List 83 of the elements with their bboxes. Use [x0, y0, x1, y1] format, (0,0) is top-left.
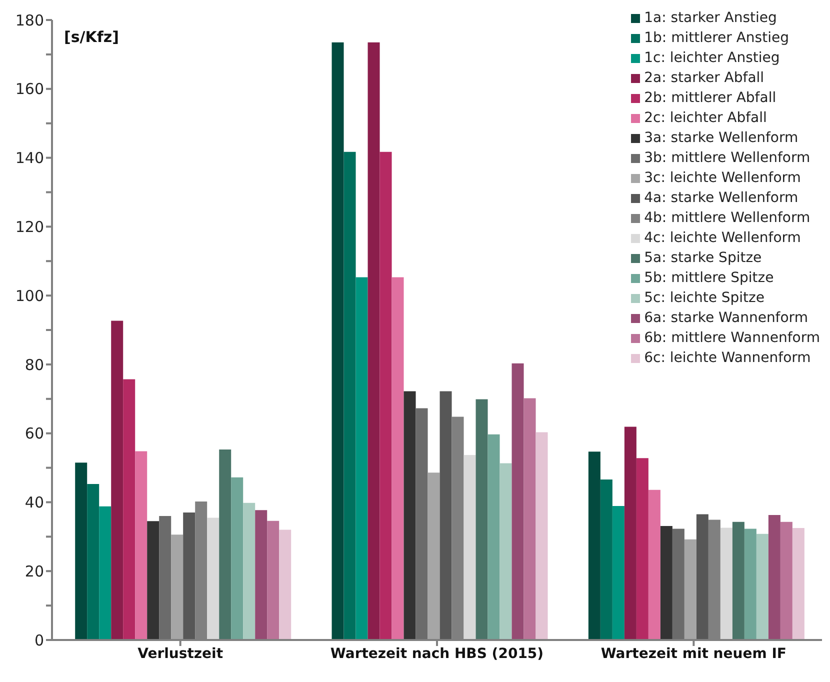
legend-label: 3b: mittlere Wellenform [644, 149, 810, 168]
bar [684, 539, 696, 640]
bar [612, 506, 624, 640]
legend-label: 4b: mittlere Wellenform [644, 209, 810, 228]
bar [159, 516, 172, 640]
legend-label: 5a: starke Spitze [644, 249, 762, 268]
bar [243, 502, 256, 640]
bar [111, 320, 124, 640]
legend-label: 2b: mittlerer Abfall [644, 89, 776, 108]
bar [672, 528, 684, 640]
bar [356, 277, 368, 640]
legend-label: 6c: leichte Wannenform [644, 349, 811, 368]
legend-label: 1b: mittlerer Anstieg [644, 29, 789, 48]
legend-label: 5c: leichte Spitze [644, 289, 765, 308]
legend-label: 4a: starke Wellenform [644, 189, 798, 208]
bar [636, 458, 648, 640]
bar [147, 521, 160, 640]
bar [500, 463, 512, 640]
bar [624, 426, 636, 640]
legend-label: 1a: starker Anstieg [644, 9, 777, 28]
bar [476, 399, 488, 640]
bar [267, 520, 280, 640]
bar [279, 530, 292, 640]
bar [135, 451, 148, 640]
y-tick-label: 40 [24, 494, 44, 512]
legend-label: 2c: leichter Abfall [644, 109, 767, 128]
bar [732, 522, 744, 640]
legend-label: 3c: leichte Wellenform [644, 169, 801, 188]
bar [660, 526, 672, 640]
bar [255, 510, 268, 640]
bar [219, 450, 232, 640]
bar [368, 42, 380, 640]
bar [440, 391, 452, 640]
y-tick-label: 120 [15, 218, 44, 236]
legend-label: 1c: leichter Anstieg [644, 49, 780, 68]
bar [123, 379, 136, 640]
bar [332, 42, 344, 640]
legend-label: 5b: mittlere Spitze [644, 269, 774, 288]
bar [488, 434, 500, 640]
bar [588, 452, 600, 640]
bar [648, 490, 660, 640]
bar [756, 534, 768, 640]
bar [512, 363, 524, 640]
bar [696, 514, 708, 640]
bar [720, 528, 732, 640]
bar [183, 512, 196, 640]
legend-label: 2a: starker Abfall [644, 69, 764, 88]
bar [792, 528, 804, 640]
bar [231, 477, 244, 640]
legend-label: 3a: starke Wellenform [644, 129, 798, 148]
bar [780, 522, 792, 640]
bar [536, 432, 548, 640]
bar [392, 277, 404, 640]
y-tick-label: 180 [15, 11, 44, 30]
legend-label: 6a: starke Wannenform [644, 309, 808, 328]
bar [404, 391, 416, 640]
bar [464, 455, 476, 640]
y-axis-title: [s/Kfz] [64, 28, 119, 46]
x-tick-label: Wartezeit mit neuem IF [600, 646, 786, 662]
bar [99, 506, 112, 640]
y-tick-label: 60 [24, 424, 44, 443]
bar [87, 484, 100, 640]
bar [744, 528, 756, 640]
bar [207, 518, 220, 640]
bar [428, 472, 440, 640]
bar [600, 479, 612, 640]
y-tick-label: 100 [15, 286, 44, 305]
bar [75, 462, 88, 640]
x-tick-label: Wartezeit nach HBS (2015) [330, 646, 544, 662]
legend-label: 6b: mittlere Wannenform [644, 329, 820, 348]
y-tick-label: 0 [34, 631, 44, 650]
legend-label: 4c: leichte Wellenform [644, 229, 801, 248]
y-tick-label: 80 [24, 356, 44, 374]
y-tick-label: 20 [24, 562, 44, 580]
y-tick-label: 160 [15, 80, 44, 98]
bar [344, 152, 356, 640]
bar [524, 398, 536, 640]
bar [380, 152, 392, 640]
x-tick-label: Verlustzeit [138, 646, 224, 662]
bar [171, 534, 184, 640]
bar [416, 408, 428, 640]
y-tick-label: 140 [15, 149, 44, 168]
bar [768, 514, 780, 640]
